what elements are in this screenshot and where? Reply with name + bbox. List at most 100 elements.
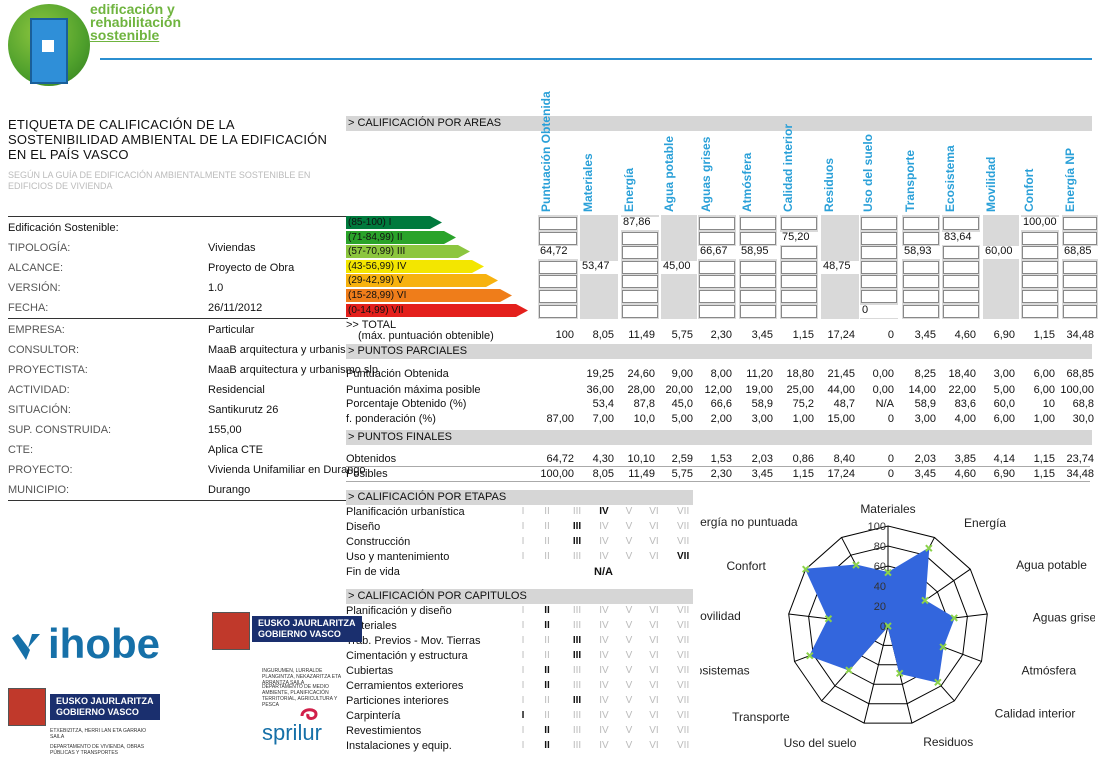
radar-series-area <box>804 547 955 683</box>
section-finales-header: > PUNTOS FINALES <box>346 430 1092 445</box>
roman-numeral: I <box>521 725 525 736</box>
radar-point <box>884 568 892 577</box>
radar-axis-label: Calidad interior <box>995 706 1076 720</box>
finales-label: Obtenidos <box>346 453 397 465</box>
roman-numeral: VII <box>677 680 690 691</box>
value-cell: 34,48 <box>1066 329 1094 341</box>
value-cell: 6,90 <box>993 329 1015 341</box>
value-cell: 10 <box>1042 398 1055 410</box>
value-cell: 83,6 <box>954 398 976 410</box>
rating-empty-cell <box>1022 231 1058 245</box>
column-header-label: Residuos <box>822 157 836 212</box>
parciales-label: f. ponderación (%) <box>346 413 436 425</box>
roman-numeral: III <box>572 551 582 562</box>
band-arrow-shape <box>346 303 528 317</box>
rating-empty-cell <box>699 217 735 230</box>
info-row: ALCANCE: Proyecto de Obra <box>8 262 348 282</box>
rating-empty-cell <box>622 290 658 303</box>
info-value: Santikurutz 26 <box>208 404 279 416</box>
rating-value: 45,00 <box>661 260 697 274</box>
rating-empty-cell <box>539 304 577 318</box>
value-cell: 0 <box>887 329 894 341</box>
value-cell: 4,30 <box>592 453 614 465</box>
roman-numeral: VI <box>649 506 659 517</box>
roman-numeral: VI <box>649 635 659 646</box>
value-cell: 10,10 <box>627 453 655 465</box>
stage-label: Planificación urbanística <box>346 506 465 518</box>
value-cell: 100,00 <box>540 468 574 480</box>
roman-numeral: IV <box>599 725 609 736</box>
value-cell: 10,0 <box>633 413 655 425</box>
value-cell: 87,00 <box>546 413 574 425</box>
info-value: MaaB arquitectura y urbanismo slp <box>208 364 378 376</box>
rating-empty-cell <box>943 217 979 230</box>
dept-text-4: DEPARTAMENTO DE VIVIENDA, OBRAS PÚBLICAS… <box>50 744 145 756</box>
radar-point <box>806 651 814 660</box>
rating-empty-cell <box>1063 260 1097 274</box>
window-icon <box>42 40 54 52</box>
roman-numeral: V <box>625 536 633 547</box>
radar-tick-label: 0 <box>880 621 886 633</box>
shield-icon <box>8 688 46 726</box>
value-cell: 1,53 <box>710 453 732 465</box>
value-cell: 17,24 <box>827 468 855 480</box>
value-cell: 1,15 <box>1033 468 1055 480</box>
roman-numeral: II <box>544 605 550 616</box>
rating-value: 53,47 <box>580 260 618 274</box>
roman-numeral: III <box>572 620 582 631</box>
band-arrow <box>346 230 456 244</box>
column-header-label: Agua potable <box>662 135 676 212</box>
band-arrow-shape <box>346 230 456 244</box>
column-header: Residuos <box>821 130 859 212</box>
sprilur-logo: sprilur <box>262 720 322 745</box>
radar-tick-label: 100 <box>868 521 886 533</box>
value-cell: 36,00 <box>586 384 614 396</box>
radar-point <box>934 678 942 686</box>
column-header-label: Confort <box>1022 168 1036 212</box>
ej-line2: GOBIERNO VASCO <box>258 629 341 639</box>
rating-empty-cell <box>699 290 735 303</box>
value-cell: 8,00 <box>710 368 732 380</box>
parciales-label: Puntuación Obtenida <box>346 368 449 380</box>
parciales-label: Porcentaje Obtenido (%) <box>346 398 467 410</box>
radar-tick-label: 60 <box>874 561 886 573</box>
info-key: VERSIÓN: <box>8 282 61 294</box>
rating-empty-cell <box>943 275 979 289</box>
info-key: SUP. CONSTRUIDA: <box>8 424 112 436</box>
stage-label: Revestimientos <box>346 725 422 737</box>
band-arrow <box>346 259 484 273</box>
rating-empty-cell <box>622 231 658 245</box>
stage-label: Carpintería <box>346 710 401 722</box>
stage-label: Diseño <box>346 521 381 533</box>
info-row: CTE: Aplica CTE <box>8 444 348 464</box>
rating-empty-cell <box>781 246 817 260</box>
value-cell: 6,00 <box>1033 368 1055 380</box>
value-cell: 1,15 <box>1033 453 1055 465</box>
radar-axis-label: Agua potable <box>1016 558 1087 572</box>
info-key: CONSULTOR: <box>8 344 80 356</box>
value-cell: 5,00 <box>993 384 1015 396</box>
value-cell: 14,00 <box>908 384 936 396</box>
rating-empty-cell <box>1022 260 1058 274</box>
roman-numeral: V <box>625 551 633 562</box>
roman-numeral: IV <box>599 506 609 517</box>
roman-numeral: IV <box>599 680 609 691</box>
roman-numeral: V <box>625 725 633 736</box>
rating-empty-cell <box>539 260 577 274</box>
column-header-label: Atmósfera <box>740 152 754 212</box>
roman-numeral: IV <box>599 740 609 751</box>
rating-value: 58,95 <box>739 246 777 260</box>
value-cell: 9,00 <box>671 368 693 380</box>
value-cell: 2,30 <box>710 468 732 480</box>
value-cell: 7,00 <box>592 413 614 425</box>
radar-spoke <box>863 625 889 724</box>
value-cell: 17,24 <box>827 329 855 341</box>
value-cell: 44,00 <box>827 384 855 396</box>
rating-empty-cell <box>1063 290 1097 303</box>
info-value: Residencial <box>208 384 265 396</box>
rating-empty-cell <box>699 304 735 318</box>
rating-empty-cell <box>861 275 897 289</box>
band-label: (0-14,99) VII <box>348 304 404 316</box>
value-cell: 8,40 <box>833 453 855 465</box>
info-key: ACTIVIDAD: <box>8 384 70 396</box>
